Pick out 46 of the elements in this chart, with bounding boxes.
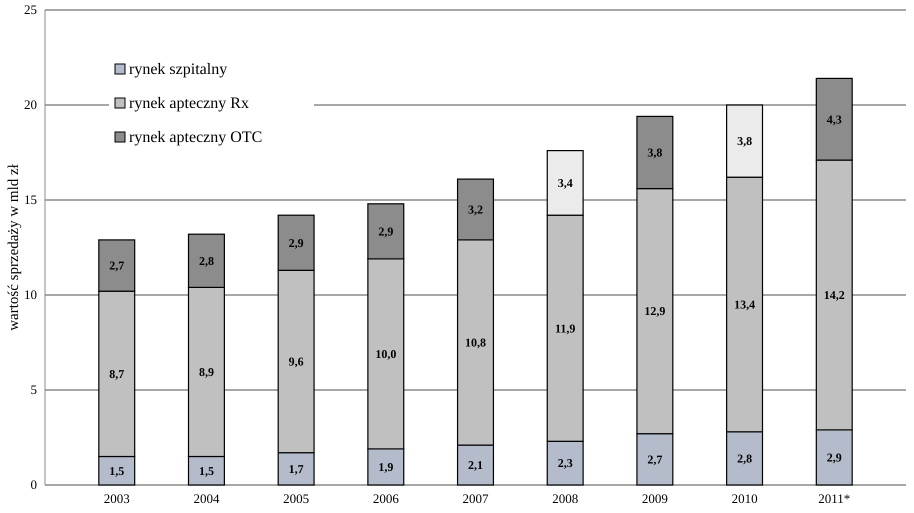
data-label: 10,8 [465, 336, 486, 350]
data-label: 2,7 [109, 258, 124, 273]
x-tick-label: 2009 [642, 491, 668, 506]
y-axis-title: wartość sprzedaży w mld zł [6, 163, 22, 331]
legend-label: rynek apteczny Rx [129, 95, 249, 112]
data-label: 13,4 [734, 298, 756, 312]
data-label: 3,8 [647, 146, 662, 160]
y-tick-label: 25 [24, 2, 37, 17]
y-tick-label: 20 [24, 97, 37, 112]
data-label: 2,8 [198, 254, 214, 268]
data-label: 1,5 [109, 464, 124, 478]
data-label: 2,3 [558, 456, 573, 470]
data-label: 3,8 [737, 134, 752, 148]
x-tick-label: 2006 [372, 491, 400, 506]
data-label: 12,9 [644, 304, 666, 318]
y-tick-label: 15 [24, 192, 37, 207]
data-label: 3,2 [468, 202, 483, 216]
data-label: 1,5 [198, 464, 214, 478]
x-tick-label: 2010 [732, 491, 758, 506]
data-label: 2,9 [288, 236, 304, 250]
data-label: 2,1 [468, 458, 483, 472]
x-tick-label: 2007 [462, 491, 489, 506]
data-label: 1,7 [288, 462, 304, 476]
legend-label: rynek szpitalny [129, 61, 228, 78]
data-label: 10,0 [375, 346, 396, 361]
y-tick-label: 10 [24, 287, 37, 302]
data-label: 2,9 [826, 450, 842, 464]
y-tick-label: 0 [30, 477, 37, 492]
data-label: 11,9 [555, 321, 576, 336]
x-tick-label: 2008 [552, 491, 578, 506]
legend-label: rynek apteczny OTC [129, 129, 262, 146]
y-tick-label: 5 [30, 382, 37, 397]
data-label: 8,9 [198, 364, 214, 379]
data-label: 9,6 [288, 354, 304, 368]
data-label: 2,9 [378, 224, 394, 238]
data-label: 8,7 [109, 366, 124, 381]
x-tick-label: 2011* [818, 491, 850, 506]
data-label: 14,2 [824, 288, 845, 302]
data-label: 3,4 [558, 176, 573, 190]
data-label: 2,8 [737, 451, 752, 466]
data-label: 2,7 [647, 452, 662, 466]
x-tick-label: 2004 [193, 491, 220, 506]
data-label: 4,3 [826, 112, 842, 126]
x-tick-label: 2003 [104, 491, 130, 506]
x-tick-label: 2005 [283, 491, 310, 506]
data-label: 1,9 [378, 460, 394, 474]
